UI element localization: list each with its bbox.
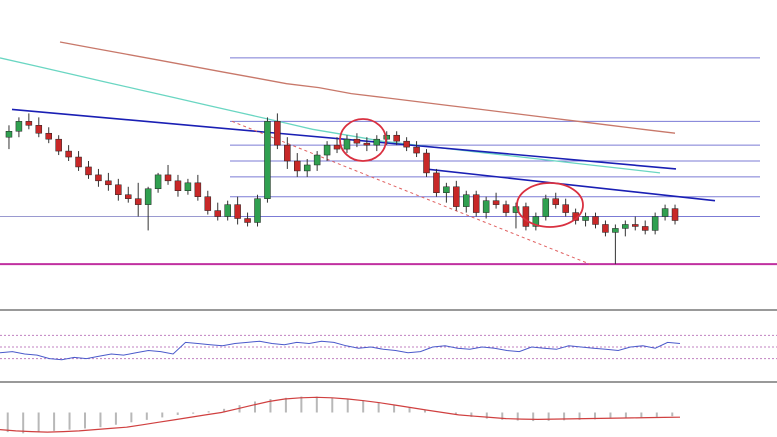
candle-body [144, 188, 152, 205]
candle-body [45, 132, 52, 140]
candle-body [313, 154, 321, 166]
candle-body [174, 180, 182, 191]
resistance-trendline [424, 168, 716, 202]
candle-body [651, 216, 659, 231]
candle-body [542, 198, 550, 217]
rsi-line [0, 340, 681, 361]
candle-body [184, 182, 192, 191]
candle-body [502, 204, 510, 213]
candle-body [343, 138, 351, 150]
candle-body [353, 138, 361, 144]
candle-body [671, 208, 679, 221]
channel-trendline [231, 120, 591, 265]
candle-body [254, 198, 261, 223]
candle-body [522, 206, 530, 227]
candle-body [105, 180, 112, 186]
candle-body [154, 174, 162, 190]
candle-body [95, 174, 102, 182]
candle-body [622, 224, 629, 229]
candle-body [472, 194, 480, 213]
candle-body [433, 172, 440, 193]
candle-body [125, 194, 132, 199]
candle-body [224, 204, 231, 217]
candle-body [294, 160, 301, 172]
candle-body [403, 140, 410, 148]
candle-body [552, 198, 559, 205]
candle-body [532, 216, 540, 227]
candle-body [463, 194, 470, 207]
candle-body [333, 144, 341, 150]
candle-body [453, 186, 460, 207]
candle-body [55, 138, 62, 152]
macd-signal-line [0, 396, 681, 433]
candle-body [214, 210, 221, 217]
candle-body [5, 131, 13, 138]
candle-body [35, 125, 43, 134]
candle-body [641, 226, 649, 231]
highlight-circle [339, 118, 387, 162]
candle-body [661, 208, 669, 217]
candle-body [482, 200, 490, 213]
candle-body [274, 121, 281, 146]
moving-average-line [59, 41, 676, 134]
candle-body [115, 184, 122, 195]
candle-body [592, 216, 599, 225]
candle-body [164, 174, 172, 182]
highlight-circle [516, 182, 584, 228]
moving-average-line [0, 57, 661, 174]
candle-body [75, 156, 82, 168]
candle-body [443, 186, 450, 193]
candle-body [632, 224, 639, 227]
candle-body [373, 138, 381, 146]
candle-body [264, 121, 271, 199]
candle-body [15, 121, 23, 132]
candle-body [323, 144, 331, 156]
candle-body [512, 206, 520, 213]
candle-body [393, 134, 400, 142]
candle-body [194, 182, 202, 197]
candle-body [562, 204, 569, 213]
candle-body [602, 224, 609, 233]
candle-body [234, 204, 241, 219]
candle-body [284, 144, 291, 162]
candle-body [492, 200, 500, 205]
candle-body [25, 121, 33, 126]
candle-body [85, 166, 92, 176]
candle-body [582, 216, 589, 221]
candle-body [612, 228, 619, 233]
candle-body [413, 146, 420, 154]
candle-body [423, 152, 430, 174]
candle-body [204, 196, 212, 211]
candle-body [65, 150, 72, 158]
candle-body [244, 218, 251, 223]
candle-body [134, 198, 142, 205]
candle-body [303, 164, 311, 172]
candle-body [363, 142, 371, 146]
